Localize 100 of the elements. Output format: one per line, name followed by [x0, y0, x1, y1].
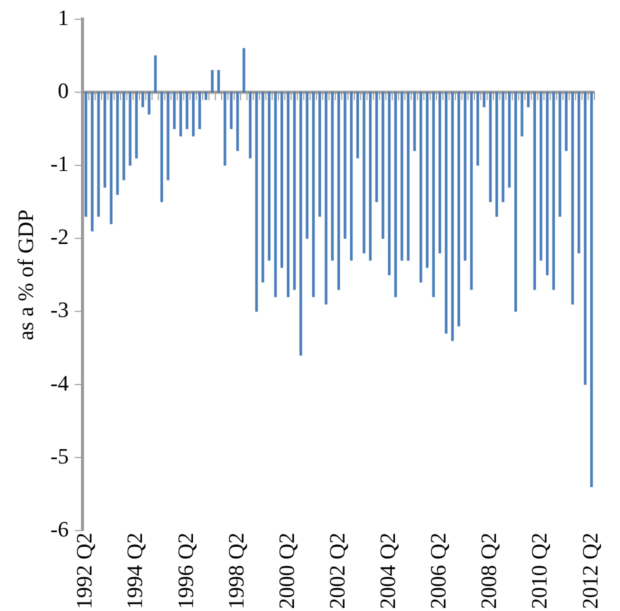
- x-tick-label: 1994 Q2: [122, 532, 148, 610]
- bar: [578, 92, 580, 254]
- bar: [489, 92, 492, 202]
- bar: [324, 92, 328, 304]
- bar: [382, 92, 384, 239]
- bar: [476, 92, 480, 166]
- x-tick-label: 2004 Q2: [375, 532, 400, 610]
- bar: [526, 92, 530, 108]
- y-axis-title: as a % of GDP: [12, 210, 38, 340]
- bar: [97, 92, 100, 217]
- bar: [552, 92, 555, 290]
- bar: [571, 92, 574, 304]
- y-tick-label: -6: [50, 516, 69, 542]
- bar: [495, 92, 498, 217]
- bar: [400, 92, 404, 261]
- bar: [356, 92, 359, 158]
- bar: [394, 92, 397, 298]
- bar: [242, 48, 246, 93]
- bar: [306, 92, 308, 239]
- bar: [350, 92, 353, 261]
- bar: [514, 92, 518, 312]
- bar: [268, 92, 271, 261]
- bar: [464, 92, 466, 261]
- y-tick-label: -1: [50, 151, 69, 176]
- bar: [438, 92, 442, 254]
- bar: [110, 92, 112, 224]
- bar: [198, 92, 201, 130]
- bar: [451, 92, 454, 341]
- bar: [230, 92, 233, 130]
- bar: [331, 92, 334, 261]
- bar: [84, 92, 88, 217]
- bar: [444, 92, 448, 334]
- y-tick-label: -3: [50, 297, 69, 322]
- bar: [426, 92, 429, 268]
- y-tick-label: -2: [50, 224, 69, 250]
- bar: [420, 92, 422, 283]
- bar: [90, 92, 94, 232]
- bar: [179, 92, 182, 136]
- bar: [274, 92, 277, 298]
- bar: [362, 92, 366, 254]
- bar: [122, 92, 126, 180]
- bar: [128, 92, 132, 166]
- bar: [564, 92, 568, 152]
- x-tick-label: 1996 Q2: [172, 532, 198, 610]
- bar: [546, 92, 549, 276]
- bar: [508, 92, 511, 188]
- bar: [224, 92, 226, 166]
- y-tick-label: -5: [50, 443, 69, 468]
- bar: [344, 92, 346, 239]
- bar: [432, 92, 435, 298]
- bar: [312, 92, 315, 298]
- bar: [457, 92, 460, 326]
- bar: [299, 92, 302, 356]
- bar: [502, 92, 504, 202]
- bar: [204, 92, 208, 100]
- bar: [141, 92, 144, 108]
- bar: [318, 92, 322, 217]
- bar: [217, 70, 220, 93]
- x-tick-label: 2000 Q2: [274, 532, 299, 610]
- bar: [533, 92, 536, 290]
- bar: [482, 92, 486, 108]
- bar: [166, 92, 170, 180]
- bar: [248, 92, 252, 158]
- x-tick-label: 2008 Q2: [476, 532, 502, 610]
- bar: [558, 92, 562, 217]
- bar: [280, 92, 284, 268]
- bar: [584, 92, 587, 385]
- x-tick-label: 2012 Q2: [577, 532, 602, 610]
- bar: [540, 92, 542, 261]
- bar: [286, 92, 290, 298]
- x-tick-label: 1992 Q2: [72, 532, 97, 610]
- bar: [388, 92, 391, 276]
- bar: [135, 92, 138, 158]
- bar: [236, 92, 239, 152]
- bar: [368, 92, 372, 261]
- bar: [406, 92, 410, 261]
- bar: [173, 92, 176, 130]
- bar: [262, 92, 264, 283]
- bar: [160, 92, 164, 202]
- bar: [293, 92, 296, 290]
- y-tick-label: 1: [58, 4, 69, 30]
- bar: [470, 92, 473, 290]
- x-tick-label: 2006 Q2: [426, 532, 451, 610]
- bar: [148, 92, 150, 115]
- x-tick-label: 2002 Q2: [324, 532, 350, 610]
- bar: [104, 92, 106, 188]
- y-tick-label: -4: [50, 370, 69, 396]
- bar: [116, 92, 119, 195]
- bar: [255, 92, 258, 312]
- bar: [590, 92, 593, 488]
- x-tick-label: 1998 Q2: [223, 532, 248, 610]
- bar: [413, 92, 416, 152]
- y-tick-label: 0: [58, 78, 69, 104]
- bar: [186, 92, 188, 130]
- bar: [375, 92, 378, 202]
- bar: [154, 55, 157, 93]
- bar: [337, 92, 340, 290]
- bar: [520, 92, 524, 136]
- bar: [192, 92, 195, 136]
- bar: [210, 70, 214, 93]
